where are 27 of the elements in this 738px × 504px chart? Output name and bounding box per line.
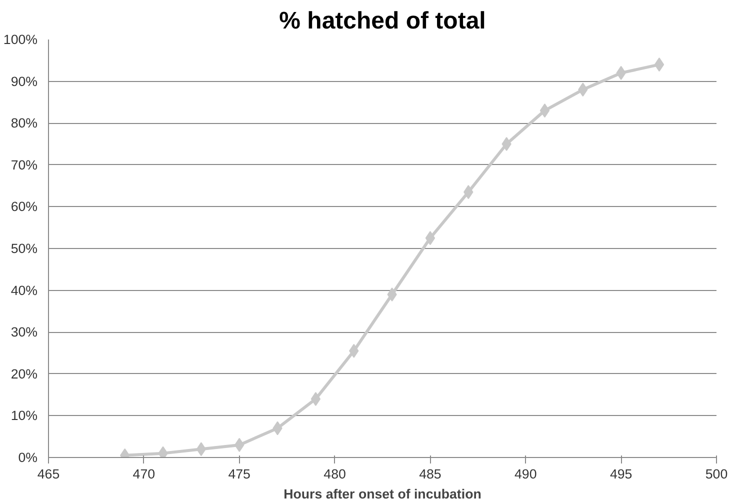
point [310,392,321,406]
y-tick-label: 10% [10,408,38,424]
x-tick-label: 470 [132,466,156,482]
x-tick-label: 500 [705,466,728,482]
point [654,58,664,72]
y-tick-label: 60% [10,199,38,214]
point [425,231,436,246]
y-tick-label: 90% [10,74,38,89]
x-tick-label: 490 [514,466,537,482]
y-tick-label: 30% [10,324,38,340]
y-tick-label: 0% [18,450,38,465]
y-tick-label: 100% [3,32,38,47]
x-tick-label: 495 [610,466,632,482]
y-tick-label: 80% [10,116,38,131]
x-axis-title: Hours after onset of incubation [284,486,482,502]
x-tick-label: 475 [228,466,250,482]
x-tick-label: 465 [37,466,60,482]
x-tick-label: 480 [324,466,346,482]
y-tick-label: 20% [10,366,38,382]
y-tick-label: 40% [10,282,38,298]
y-tick-label: 50% [10,241,38,256]
x-tick-label: 485 [419,466,442,482]
point [540,104,550,118]
chart-title: % hatched of total [279,8,486,34]
y-tick-label: 70% [10,157,38,172]
point [502,137,512,151]
point [196,442,206,456]
